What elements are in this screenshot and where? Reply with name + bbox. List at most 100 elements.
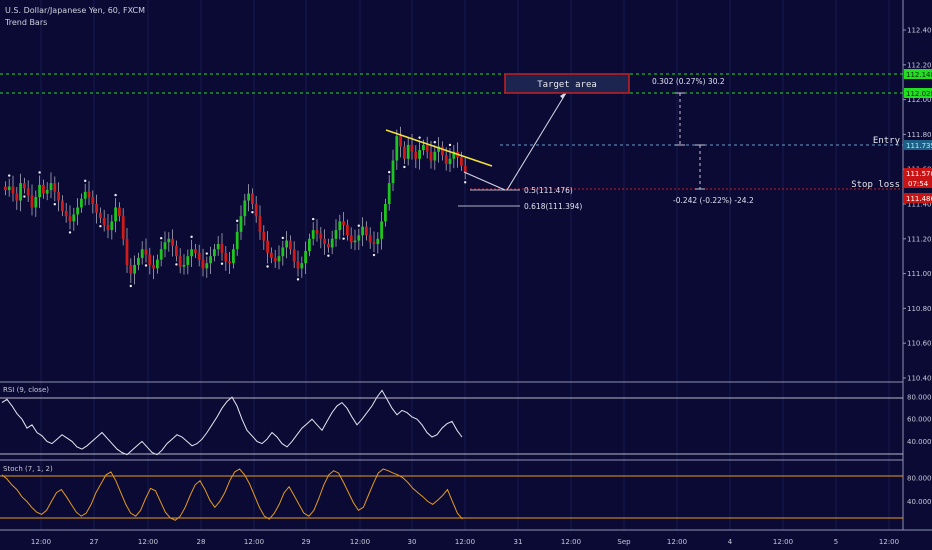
candle[interactable]	[129, 258, 133, 288]
candle[interactable]	[372, 231, 376, 257]
candle[interactable]	[87, 181, 91, 206]
candle[interactable]	[53, 176, 57, 206]
candle[interactable]	[175, 240, 178, 266]
symbol-title[interactable]: U.S. Dollar/Japanese Yen, 60, FXCM	[5, 6, 145, 15]
stop-measure-tool[interactable]: -0.242 (-0.22%) -24.2	[673, 144, 754, 205]
candle[interactable]	[137, 252, 140, 271]
candle[interactable]	[228, 252, 231, 274]
candle[interactable]	[395, 129, 399, 170]
candle[interactable]	[15, 186, 19, 210]
time-axis[interactable]: 12:00 27 12:00 28 12:00 29 12:00 30 12:00 31 12:00…	[31, 538, 899, 546]
candle[interactable]	[251, 188, 254, 214]
candle[interactable]	[463, 157, 467, 184]
candle[interactable]	[171, 229, 174, 257]
candle[interactable]	[95, 194, 98, 224]
candle[interactable]	[26, 180, 30, 202]
candle[interactable]	[441, 141, 444, 161]
candle[interactable]	[376, 232, 380, 254]
candle[interactable]	[403, 141, 406, 169]
candle[interactable]	[281, 236, 285, 266]
stoch-line[interactable]	[1, 468, 463, 521]
candle[interactable]	[194, 244, 197, 258]
candle[interactable]	[7, 174, 11, 197]
candle[interactable]	[57, 182, 60, 212]
candle[interactable]	[239, 205, 243, 240]
candle[interactable]	[384, 198, 387, 227]
candle[interactable]	[140, 241, 144, 265]
candle[interactable]	[216, 236, 220, 256]
candle[interactable]	[224, 246, 228, 271]
candle[interactable]	[148, 247, 152, 275]
candle[interactable]	[23, 177, 26, 198]
candle[interactable]	[186, 249, 190, 275]
projection-line-up[interactable]	[506, 92, 567, 191]
stoch-label[interactable]: Stoch (7, 1, 2)	[3, 465, 53, 473]
candle[interactable]	[45, 182, 49, 201]
candle[interactable]	[197, 244, 201, 267]
candle[interactable]	[220, 233, 224, 265]
candle[interactable]	[399, 126, 402, 158]
candle[interactable]	[167, 232, 171, 252]
candle[interactable]	[361, 217, 364, 247]
candle[interactable]	[91, 190, 95, 214]
candle[interactable]	[42, 179, 45, 199]
candle[interactable]	[357, 224, 361, 250]
candle[interactable]	[83, 179, 87, 206]
candle[interactable]	[380, 212, 383, 250]
candle[interactable]	[285, 231, 288, 259]
candle[interactable]	[118, 202, 121, 222]
target-measure-tool[interactable]: 0.302 (0.27%) 30.2	[652, 77, 725, 146]
candle[interactable]	[349, 227, 353, 249]
candle[interactable]	[209, 246, 212, 274]
candle[interactable]	[425, 136, 429, 159]
candle[interactable]	[201, 248, 205, 277]
candle[interactable]	[110, 214, 114, 240]
candle[interactable]	[323, 229, 326, 255]
candle[interactable]	[391, 149, 395, 192]
candle[interactable]	[315, 219, 319, 242]
candle[interactable]	[273, 249, 277, 269]
candle[interactable]	[205, 252, 209, 278]
candle[interactable]	[330, 230, 334, 255]
candle[interactable]	[152, 255, 155, 280]
candle[interactable]	[30, 184, 34, 216]
candle[interactable]	[125, 228, 129, 273]
candle[interactable]	[163, 231, 167, 258]
candle[interactable]	[308, 233, 311, 257]
candle[interactable]	[247, 184, 250, 212]
candle[interactable]	[258, 205, 262, 240]
candle[interactable]	[49, 172, 53, 199]
candle[interactable]	[61, 195, 64, 217]
candle[interactable]	[190, 235, 193, 267]
candle[interactable]	[266, 231, 269, 268]
candle[interactable]	[387, 170, 391, 211]
candle[interactable]	[232, 244, 235, 269]
candle[interactable]	[334, 219, 338, 247]
candlestick-series[interactable]	[4, 126, 467, 288]
candle[interactable]	[106, 214, 110, 239]
candle[interactable]	[76, 198, 79, 226]
candle[interactable]	[80, 193, 83, 213]
candle[interactable]	[121, 208, 125, 246]
candle[interactable]	[144, 238, 148, 267]
candle[interactable]	[437, 137, 440, 163]
candle[interactable]	[289, 235, 292, 255]
candle[interactable]	[338, 214, 342, 240]
candle[interactable]	[133, 255, 136, 285]
candle[interactable]	[4, 181, 7, 196]
candle[interactable]	[353, 229, 357, 251]
candle[interactable]	[368, 227, 372, 249]
candle[interactable]	[254, 195, 258, 223]
target-area-box[interactable]: Target area	[504, 73, 630, 94]
candle[interactable]	[235, 219, 239, 256]
candle[interactable]	[270, 247, 273, 264]
candle[interactable]	[327, 238, 330, 257]
candle[interactable]	[300, 256, 304, 278]
candle[interactable]	[365, 221, 368, 241]
candle[interactable]	[213, 244, 216, 262]
candle[interactable]	[38, 171, 41, 208]
candle[interactable]	[304, 241, 307, 274]
candle[interactable]	[346, 219, 349, 241]
candle[interactable]	[319, 226, 323, 249]
